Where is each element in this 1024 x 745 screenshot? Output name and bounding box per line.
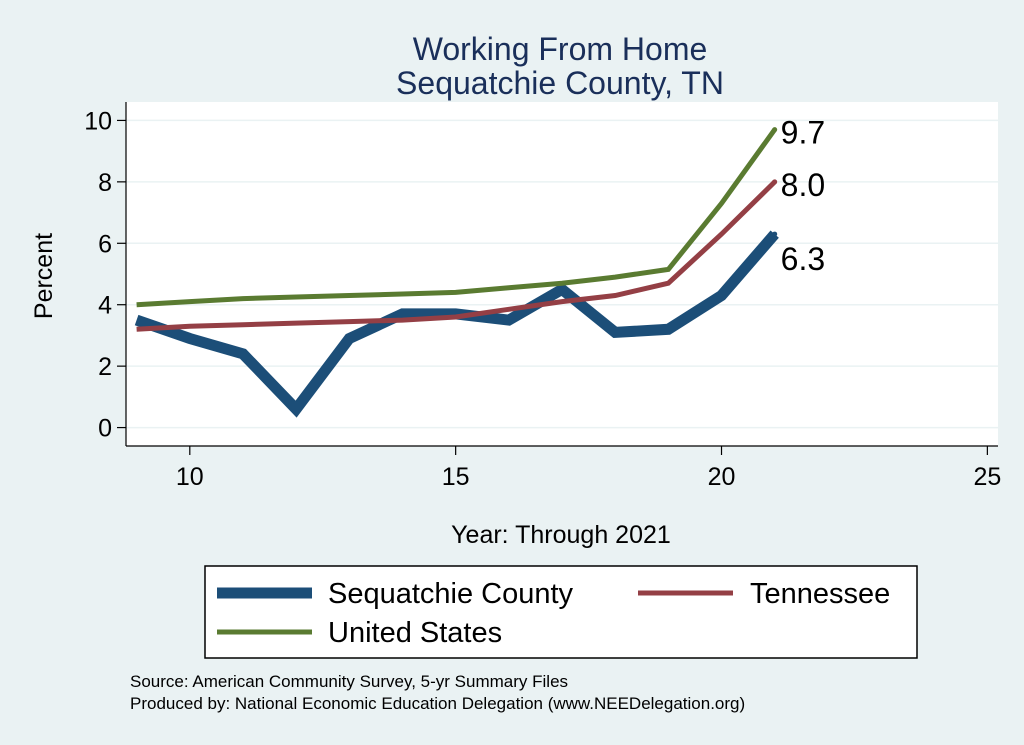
end-label-united-states: 9.7 bbox=[781, 115, 825, 151]
end-label-sequatchie-county: 6.3 bbox=[781, 241, 825, 277]
x-axis-title: Year: Through 2021 bbox=[451, 521, 671, 549]
end-label-tennessee: 8.0 bbox=[781, 167, 825, 203]
y-tick-label: 8 bbox=[98, 169, 112, 197]
chart-title-line-2: Sequatchie County, TN bbox=[396, 65, 724, 101]
y-tick-label: 0 bbox=[98, 415, 112, 443]
y-tick-label: 4 bbox=[98, 292, 112, 320]
y-axis-title: Percent bbox=[30, 233, 58, 319]
x-tick-label: 25 bbox=[973, 463, 1001, 491]
grid bbox=[126, 119, 998, 429]
series-layer bbox=[134, 127, 779, 418]
legend: Sequatchie County Tennessee United State… bbox=[204, 565, 918, 659]
series-endpoint-tennessee bbox=[772, 179, 778, 185]
y-tick-label: 6 bbox=[98, 230, 112, 258]
series-line-united-states bbox=[136, 128, 777, 308]
legend-label-sequatchie-county: Sequatchie County bbox=[328, 578, 574, 610]
legend-label-united-states: United States bbox=[328, 617, 502, 649]
chart-title-line-1: Working From Home bbox=[413, 31, 708, 67]
y-tick-label: 2 bbox=[98, 353, 112, 381]
x-tick-label: 20 bbox=[708, 463, 736, 491]
axes: 0 2 4 6 8 10 10 15 20 25 bbox=[84, 102, 1001, 491]
x-tick-label: 15 bbox=[442, 463, 470, 491]
y-tick-label: 10 bbox=[84, 107, 112, 135]
legend-label-tennessee: Tennessee bbox=[750, 578, 890, 610]
series-line-sequatchie-county bbox=[134, 230, 779, 418]
source-note: Source: American Community Survey, 5-yr … bbox=[130, 672, 568, 691]
legend-box bbox=[204, 565, 918, 659]
end-labels: 6.3 8.0 9.7 bbox=[781, 115, 825, 277]
series-endpoint-sequatchie-county bbox=[772, 231, 778, 237]
x-tick-label: 10 bbox=[176, 463, 204, 491]
series-line-tennessee bbox=[136, 180, 777, 332]
series-endpoint-united-states bbox=[772, 127, 778, 133]
producer-note: Produced by: National Economic Education… bbox=[130, 694, 745, 713]
plot-area bbox=[126, 102, 998, 446]
